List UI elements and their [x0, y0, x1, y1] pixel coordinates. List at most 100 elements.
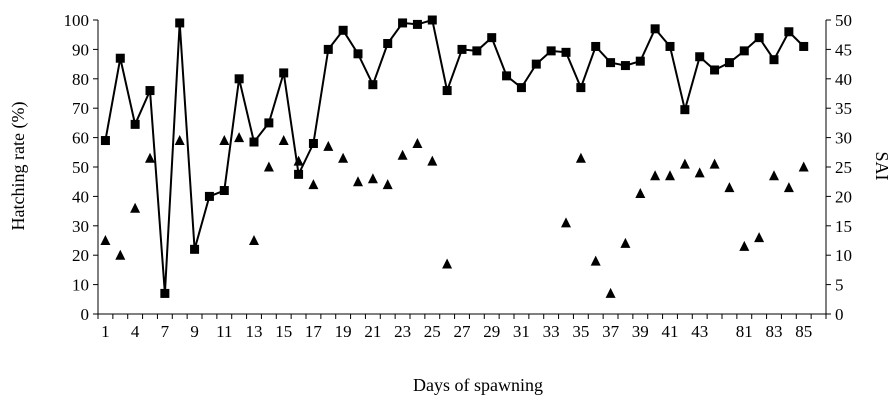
y-right-tick-label: 10: [835, 246, 852, 265]
x-tick-label: 33: [543, 322, 560, 341]
series-2-point: [605, 287, 616, 298]
x-axis-label: Days of spawning: [413, 375, 543, 395]
series-1-point: [516, 83, 526, 93]
x-tick-label: 21: [364, 322, 381, 341]
series-1-point: [754, 33, 764, 43]
series-2-point: [382, 179, 393, 190]
series-1-point: [294, 169, 304, 179]
series-1-point: [383, 39, 393, 49]
series-1-point: [442, 86, 452, 96]
plot-area: 0102030405060708090100051015202530354045…: [64, 11, 853, 341]
series-1-point: [100, 136, 110, 146]
x-tick-label: 15: [275, 322, 292, 341]
series-1-point: [799, 41, 809, 51]
series-2-point: [769, 170, 779, 181]
series-2-point: [234, 132, 245, 143]
series-1-point: [204, 191, 214, 201]
series-2-point: [145, 152, 155, 163]
series-2-point: [293, 155, 304, 166]
tick-layer: 0102030405060708090100051015202530354045…: [64, 11, 853, 341]
series-1-point: [724, 58, 734, 68]
series-2-point: [115, 249, 126, 260]
series-2-point: [442, 258, 453, 269]
series-layer: [100, 15, 809, 298]
series-1-point: [606, 58, 616, 68]
series-2-point: [590, 255, 601, 266]
series-1-point: [130, 119, 140, 129]
series-1-point: [546, 46, 556, 56]
series-1-point: [175, 18, 185, 28]
x-tick-label: 81: [736, 322, 753, 341]
y-right-tick-label: 50: [835, 11, 852, 30]
y-left-tick-label: 60: [72, 129, 89, 148]
x-tick-label: 11: [216, 322, 232, 341]
series-2-point: [174, 135, 185, 145]
x-tick-label: 23: [394, 322, 411, 341]
y-axis-right-label: SAI: [872, 151, 892, 180]
series-1-point: [234, 74, 244, 84]
y-left-tick-label: 20: [72, 246, 89, 265]
series-1-point: [739, 46, 749, 56]
series-2-point: [263, 161, 274, 172]
y-right-tick-label: 40: [835, 70, 852, 89]
y-axis-left-label: Hatching rate (%): [8, 102, 29, 231]
series-2-point: [635, 188, 646, 198]
y-left-tick-label: 50: [72, 158, 89, 177]
y-right-tick-label: 20: [835, 187, 852, 206]
series-1-point: [665, 41, 675, 51]
series-1-point: [784, 27, 794, 37]
series-2-point: [783, 182, 794, 193]
series-1-point: [710, 65, 720, 75]
series-1-point: [115, 53, 125, 63]
y-left-tick-label: 40: [72, 187, 89, 206]
series-2-point: [679, 158, 690, 169]
series-1-point: [561, 47, 571, 57]
x-tick-label: 13: [246, 322, 263, 341]
series-1-point: [769, 55, 779, 65]
series-2-point: [798, 161, 809, 172]
y-right-tick-label: 35: [835, 99, 852, 118]
series-1-point: [591, 41, 601, 51]
series-2-point: [412, 138, 423, 148]
series-1-point: [487, 33, 497, 43]
series-1-point: [531, 59, 541, 69]
x-tick-label: 37: [602, 322, 620, 341]
y-right-tick-label: 25: [835, 158, 852, 177]
series-1-point: [249, 137, 259, 147]
series-2-point: [353, 176, 363, 187]
x-tick-label: 29: [483, 322, 500, 341]
x-tick-label: 85: [795, 322, 812, 341]
series-2-point: [650, 170, 661, 181]
series-1-point: [323, 44, 333, 54]
series-2-point: [308, 179, 319, 190]
series-2-point: [100, 235, 111, 245]
x-tick-label: 27: [454, 322, 472, 341]
series-2-point: [665, 170, 675, 181]
series-1-point: [190, 244, 200, 254]
series-1-point: [160, 288, 170, 298]
series-1-point: [219, 186, 229, 196]
series-1-point: [264, 118, 274, 128]
series-1-point: [427, 15, 437, 25]
x-tick-label: 9: [190, 322, 199, 341]
series-2-point: [739, 240, 750, 251]
series-2-point: [249, 235, 259, 245]
y-right-tick-label: 30: [835, 129, 852, 148]
y-right-tick-label: 5: [835, 276, 844, 295]
series-2-point: [754, 232, 765, 243]
y-right-tick-label: 0: [835, 305, 844, 324]
series-2-point: [575, 152, 586, 163]
series-1-point: [308, 138, 318, 148]
x-tick-label: 35: [572, 322, 589, 341]
y-left-tick-label: 100: [64, 11, 90, 30]
series-1-point: [368, 80, 378, 90]
x-tick-label: 1: [101, 322, 110, 341]
series-1-point: [635, 56, 645, 66]
series-1-point: [502, 71, 512, 81]
y-right-tick-label: 45: [835, 40, 852, 59]
series-2-point: [709, 158, 720, 169]
x-tick-label: 7: [161, 322, 170, 341]
x-tick-label: 25: [424, 322, 441, 341]
y-right-tick-label: 15: [835, 217, 852, 236]
